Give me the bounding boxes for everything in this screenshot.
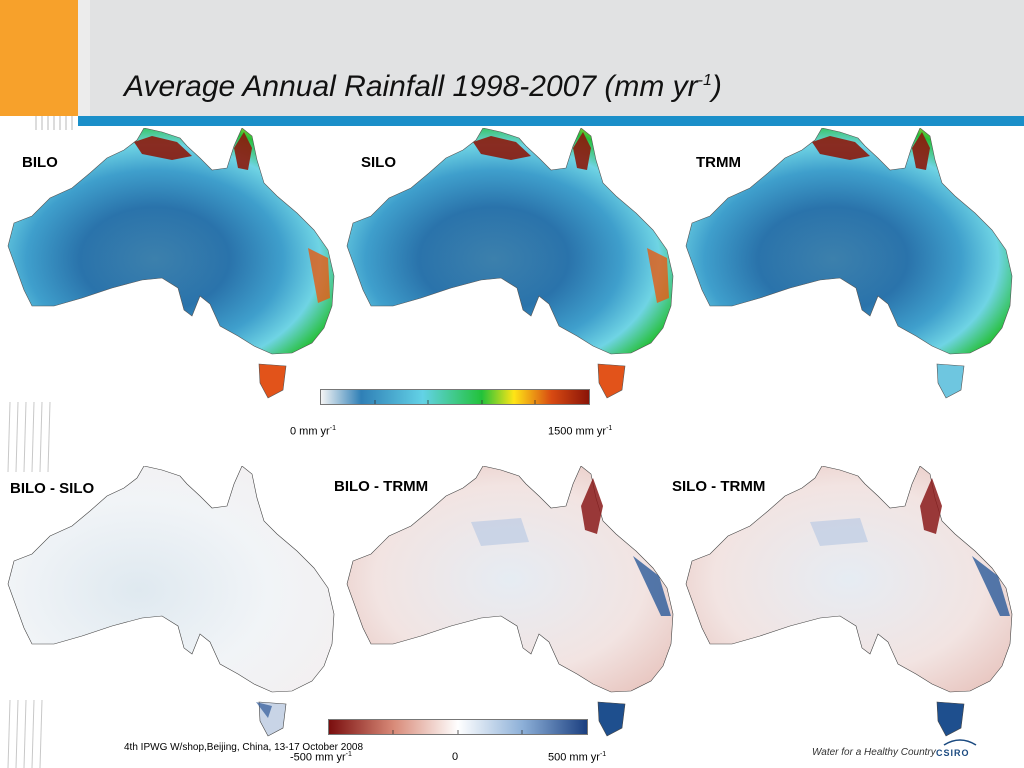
- difference-colorbar-mid-label: 0: [452, 751, 459, 763]
- rainfall-colorbar-min-label: 0 mm yr-1: [290, 425, 336, 438]
- map-label-bilo-trmm: BILO - TRMM: [334, 478, 429, 495]
- map-bilo-minus-silo: [7, 466, 335, 737]
- difference-colorbar-max-label: 500 mm yr-1: [548, 751, 607, 764]
- rainfall-colorbar: [320, 389, 590, 405]
- csiro-logo-icon: [943, 739, 977, 746]
- orange-accent-block: [0, 0, 78, 116]
- difference-colorbar-min-label: -500 mm yr-1: [290, 751, 352, 764]
- rainfall-colorbar-max-label: 1500 mm yr-1: [548, 425, 613, 438]
- map-label-bilo-silo: BILO - SILO: [10, 480, 95, 497]
- map-silo-rainfall: [346, 128, 674, 399]
- map-label-silo-trmm: SILO - TRMM: [672, 478, 766, 495]
- header-blue-bar: [78, 116, 1024, 126]
- slide-title: Average Annual Rainfall 1998-2007 (mm yr…: [124, 70, 722, 103]
- map-trmm-rainfall: [685, 128, 1013, 399]
- decorative-stripes: [35, 116, 73, 130]
- footer-tagline: Water for a Healthy Country: [812, 747, 936, 758]
- decorative-stripes-left: [7, 402, 51, 472]
- map-label-bilo: BILO: [22, 154, 58, 171]
- header-background: [0, 0, 1024, 116]
- map-bilo-rainfall: [7, 128, 335, 399]
- difference-colorbar: [328, 719, 588, 735]
- map-bilo-minus-trmm: [346, 466, 674, 737]
- map-label-silo: SILO: [361, 154, 397, 171]
- map-label-trmm: TRMM: [696, 154, 741, 171]
- header-accent-stripe: [78, 0, 90, 116]
- csiro-logo-text: CSIRO: [936, 748, 970, 758]
- footer-conference-text: 4th IPWG W/shop,Beijing, China, 13-17 Oc…: [124, 742, 364, 753]
- map-silo-minus-trmm: [685, 466, 1013, 737]
- decorative-stripes-bottom: [7, 700, 43, 768]
